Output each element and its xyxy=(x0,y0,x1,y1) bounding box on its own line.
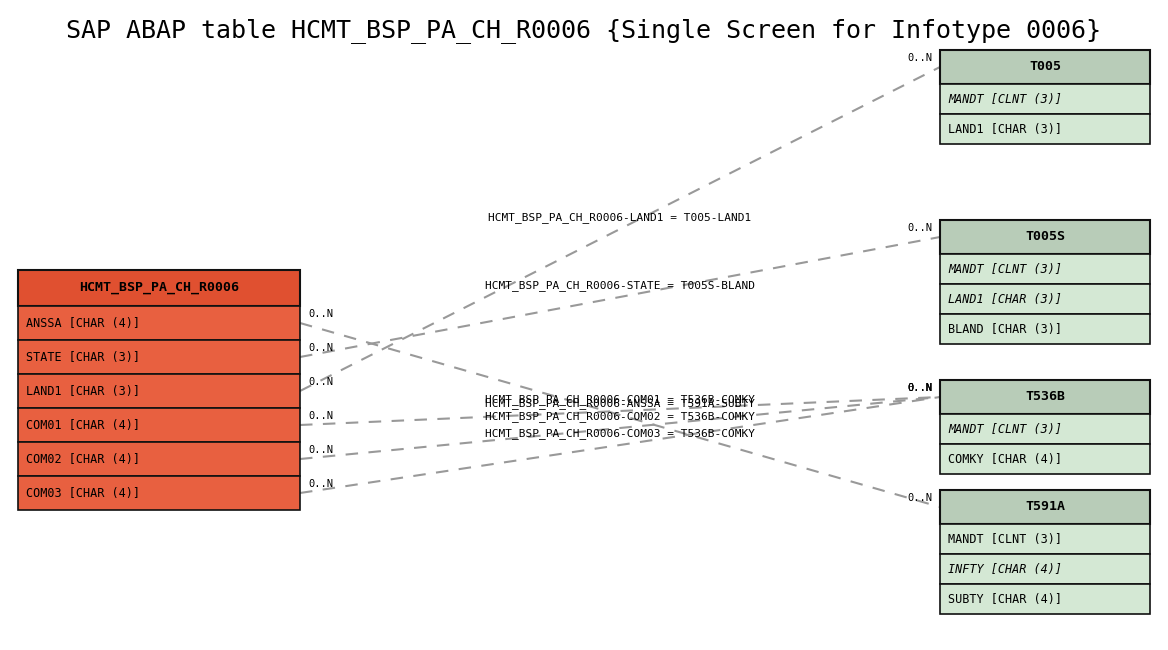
Text: COM01 [CHAR (4)]: COM01 [CHAR (4)] xyxy=(26,419,140,432)
Text: BLAND [CHAR (3)]: BLAND [CHAR (3)] xyxy=(948,322,1062,335)
Text: LAND1 [CHAR (3)]: LAND1 [CHAR (3)] xyxy=(948,122,1062,135)
Text: COMKY [CHAR (4)]: COMKY [CHAR (4)] xyxy=(948,452,1062,465)
Text: LAND1 [CHAR (3)]: LAND1 [CHAR (3)] xyxy=(948,292,1062,306)
FancyBboxPatch shape xyxy=(940,254,1150,284)
Text: HCMT_BSP_PA_CH_R0006-STATE = T005S-BLAND: HCMT_BSP_PA_CH_R0006-STATE = T005S-BLAND xyxy=(485,280,755,291)
Text: HCMT_BSP_PA_CH_R0006: HCMT_BSP_PA_CH_R0006 xyxy=(79,281,239,294)
FancyBboxPatch shape xyxy=(940,490,1150,524)
Text: 0..N: 0..N xyxy=(308,479,333,489)
Text: MANDT [CLNT (3)]: MANDT [CLNT (3)] xyxy=(948,263,1062,276)
FancyBboxPatch shape xyxy=(940,584,1150,614)
FancyBboxPatch shape xyxy=(940,380,1150,414)
Text: 0..N: 0..N xyxy=(908,53,932,63)
Text: 0..N: 0..N xyxy=(308,445,333,455)
Text: HCMT_BSP_PA_CH_R0006-COM01 = T536B-COMKY: HCMT_BSP_PA_CH_R0006-COM01 = T536B-COMKY xyxy=(485,394,755,405)
Text: COM03 [CHAR (4)]: COM03 [CHAR (4)] xyxy=(26,486,140,499)
Text: 0..N: 0..N xyxy=(908,223,932,233)
FancyBboxPatch shape xyxy=(18,340,300,374)
Text: 0..N: 0..N xyxy=(908,383,932,393)
Text: 0..N: 0..N xyxy=(908,493,932,503)
Text: 0..N: 0..N xyxy=(308,309,333,319)
Text: 0..N: 0..N xyxy=(908,383,932,393)
Text: MANDT [CLNT (3)]: MANDT [CLNT (3)] xyxy=(948,92,1062,105)
FancyBboxPatch shape xyxy=(18,476,300,510)
Text: SUBTY [CHAR (4)]: SUBTY [CHAR (4)] xyxy=(948,593,1062,606)
Text: 0..N: 0..N xyxy=(308,377,333,387)
Text: SAP ABAP table HCMT_BSP_PA_CH_R0006 {Single Screen for Infotype 0006}: SAP ABAP table HCMT_BSP_PA_CH_R0006 {Sin… xyxy=(67,18,1101,43)
FancyBboxPatch shape xyxy=(940,554,1150,584)
Text: ANSSA [CHAR (4)]: ANSSA [CHAR (4)] xyxy=(26,317,140,330)
Text: STATE [CHAR (3)]: STATE [CHAR (3)] xyxy=(26,350,140,363)
Text: HCMT_BSP_PA_CH_R0006-ANSSA = T591A-SUBTY: HCMT_BSP_PA_CH_R0006-ANSSA = T591A-SUBTY xyxy=(485,398,755,409)
Text: HCMT_BSP_PA_CH_R0006-LAND1 = T005-LAND1: HCMT_BSP_PA_CH_R0006-LAND1 = T005-LAND1 xyxy=(488,212,752,223)
FancyBboxPatch shape xyxy=(940,284,1150,314)
Text: MANDT [CLNT (3)]: MANDT [CLNT (3)] xyxy=(948,422,1062,436)
FancyBboxPatch shape xyxy=(940,314,1150,344)
FancyBboxPatch shape xyxy=(18,270,300,306)
FancyBboxPatch shape xyxy=(940,220,1150,254)
Text: T591A: T591A xyxy=(1026,500,1065,514)
Text: T005: T005 xyxy=(1029,60,1061,73)
Text: HCMT_BSP_PA_CH_R0006-COM03 = T536B-COMKY: HCMT_BSP_PA_CH_R0006-COM03 = T536B-COMKY xyxy=(485,428,755,439)
FancyBboxPatch shape xyxy=(940,444,1150,474)
Text: LAND1 [CHAR (3)]: LAND1 [CHAR (3)] xyxy=(26,385,140,398)
Text: 0..N: 0..N xyxy=(308,411,333,421)
Text: 0..N: 0..N xyxy=(908,383,932,393)
FancyBboxPatch shape xyxy=(940,524,1150,554)
FancyBboxPatch shape xyxy=(18,374,300,408)
FancyBboxPatch shape xyxy=(940,414,1150,444)
FancyBboxPatch shape xyxy=(18,306,300,340)
FancyBboxPatch shape xyxy=(940,84,1150,114)
FancyBboxPatch shape xyxy=(18,408,300,442)
Text: HCMT_BSP_PA_CH_R0006-COM02 = T536B-COMKY: HCMT_BSP_PA_CH_R0006-COM02 = T536B-COMKY xyxy=(485,411,755,422)
Text: INFTY [CHAR (4)]: INFTY [CHAR (4)] xyxy=(948,562,1062,575)
Text: COM02 [CHAR (4)]: COM02 [CHAR (4)] xyxy=(26,452,140,465)
FancyBboxPatch shape xyxy=(18,442,300,476)
Text: T536B: T536B xyxy=(1026,391,1065,404)
FancyBboxPatch shape xyxy=(940,50,1150,84)
Text: MANDT [CLNT (3)]: MANDT [CLNT (3)] xyxy=(948,532,1062,545)
Text: 0..N: 0..N xyxy=(308,343,333,353)
Text: T005S: T005S xyxy=(1026,231,1065,244)
FancyBboxPatch shape xyxy=(940,114,1150,144)
